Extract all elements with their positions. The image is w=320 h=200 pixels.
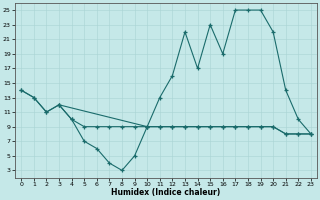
X-axis label: Humidex (Indice chaleur): Humidex (Indice chaleur) xyxy=(111,188,221,197)
